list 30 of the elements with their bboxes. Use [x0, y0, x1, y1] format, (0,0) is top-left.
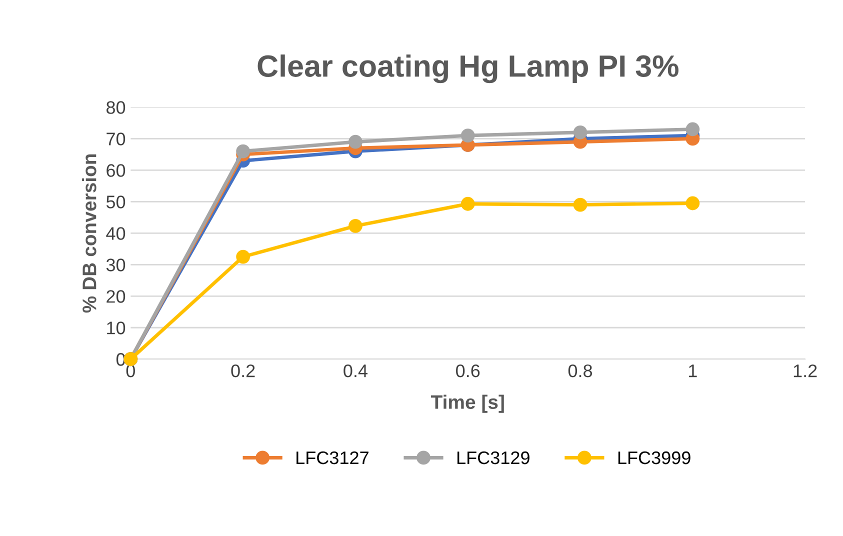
y-tick-label: 10: [107, 322, 126, 334]
x-tick-label: 1: [689, 364, 697, 378]
x-tick-label: 0.2: [231, 364, 255, 378]
point: [573, 198, 588, 212]
y-tick-label: 80: [106, 101, 126, 114]
x-tick-label: 0.8: [568, 364, 592, 378]
y-tick-label: 40: [106, 227, 126, 240]
point: [348, 134, 362, 149]
point: [686, 122, 700, 136]
y-tick-label: 60: [106, 164, 126, 177]
point: [460, 196, 475, 211]
point: [573, 125, 588, 140]
point: [686, 196, 700, 210]
legend-label: LFC3129: [457, 451, 530, 464]
y-tick-label: 50: [106, 196, 126, 208]
x-tick-label: 0.6: [456, 364, 480, 378]
point: [236, 144, 250, 158]
point: [348, 218, 362, 233]
x-tick-label: 1.2: [794, 364, 817, 378]
point: [460, 128, 475, 142]
chart-title: Clear coating Hg Lamp PI 3%: [258, 54, 678, 84]
legend-label: LFC3999: [618, 451, 690, 464]
x-axis-title: Time [s]: [430, 394, 504, 413]
point: [236, 250, 250, 264]
y-tick-label: 20: [106, 290, 126, 303]
x-tick-label: 0.4: [344, 364, 368, 378]
legend-label: LFC3127: [296, 451, 368, 464]
y-tick-label: 30: [106, 258, 126, 272]
y-tick-label: 70: [106, 132, 126, 146]
y-axis-title: % DB conversion: [82, 154, 96, 313]
